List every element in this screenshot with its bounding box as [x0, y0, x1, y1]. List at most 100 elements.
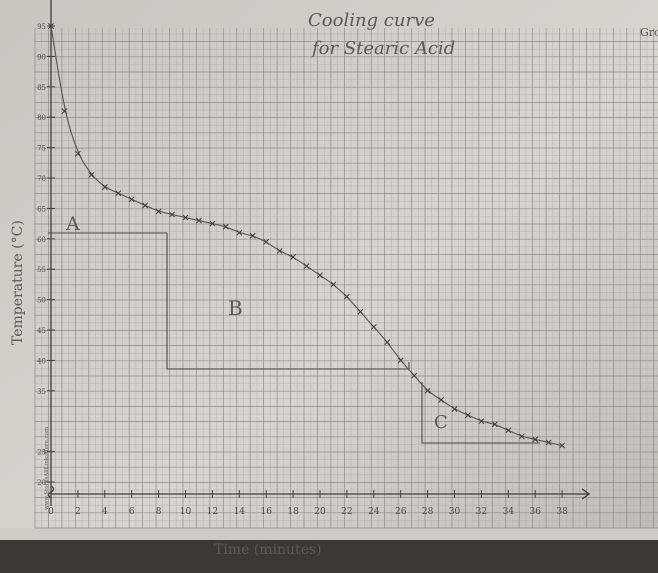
x-axis-arrow: [581, 488, 591, 500]
marker-stroke: [182, 214, 189, 221]
y-tick-label: 20: [37, 479, 46, 487]
marker-stroke: [101, 184, 108, 191]
data-point-x-marker: [411, 372, 418, 379]
data-point-x-marker: [142, 202, 149, 209]
marker-stroke: [357, 308, 364, 315]
data-point-x-marker: [464, 412, 471, 419]
marker-stroke: [545, 439, 552, 446]
data-point-x-marker: [169, 211, 176, 218]
data-point-x-marker: [491, 421, 498, 428]
marker-stroke: [209, 220, 216, 227]
marker-stroke: [330, 281, 337, 288]
x-tick-label: 18: [287, 507, 299, 517]
data-point-x-marker: [438, 396, 445, 403]
label-b: B: [228, 296, 243, 320]
y-tick-label: 65: [37, 205, 46, 213]
data-point-x-marker: [236, 229, 243, 236]
header-text: Cooling curve for Stearic Acid Gro: [308, 10, 658, 59]
data-point-x-marker: [317, 272, 323, 279]
marker-stroke: [518, 433, 525, 440]
paper-bottom-strip: [0, 528, 658, 540]
x-tick-label: 32: [476, 507, 487, 517]
x-tick-label: 8: [156, 507, 162, 517]
marker-stroke: [491, 421, 498, 428]
x-tick-label: 22: [341, 507, 352, 517]
marker-stroke: [411, 372, 418, 379]
y-tick-labels: 20 25 35 40 45 50 55 60 65 70 75 80 85 90 95 100: [33, 0, 55, 487]
cooling-curve: [50, 25, 563, 447]
x-tick-label: 14: [234, 507, 246, 517]
y-tick-label: 55: [37, 266, 46, 274]
y-tick-label: 45: [37, 327, 46, 335]
label-a: A: [65, 213, 80, 235]
data-point-x-marker: [397, 357, 404, 364]
data-point-x-marker: [303, 263, 310, 270]
corner-text: Gro: [640, 26, 658, 39]
x-tick-label: 2: [75, 507, 81, 517]
marker-stroke: [222, 223, 229, 230]
x-tick-label: 30: [449, 507, 461, 517]
x-tick-label: 4: [102, 507, 108, 517]
data-point-x-marker: [155, 208, 162, 215]
phase-markers: [48, 232, 540, 444]
paper-bottom-edge: [0, 538, 658, 573]
side-watermark: www.StorksAllLinksHere.com: [44, 426, 50, 510]
marker-stroke: [290, 254, 297, 260]
data-point-x-marker: [74, 150, 81, 157]
y-tick-label: 85: [37, 84, 46, 92]
data-point-x-marker: [559, 442, 566, 449]
data-point-x-marker: [222, 223, 229, 230]
marker-stroke: [195, 217, 202, 224]
marker-stroke: [249, 232, 256, 239]
x-tick-label: 34: [503, 507, 515, 517]
data-point-x-marker: [249, 232, 256, 239]
marker-stroke: [128, 196, 135, 203]
data-point-x-marker: [115, 190, 122, 197]
y-axis-title: Temperature (°C): [10, 220, 26, 345]
x-tick-label: 20: [314, 507, 326, 517]
data-point-x-marker: [182, 214, 189, 221]
x-tick-label: 10: [180, 507, 192, 517]
data-point-x-marker: [424, 387, 431, 394]
x-tick-label: 6: [129, 507, 135, 517]
x-tick-label: 24: [368, 507, 380, 517]
title-line1: Cooling curve: [308, 10, 435, 31]
marker-stroke: [48, 23, 54, 29]
marker-stroke: [169, 211, 176, 218]
marker-stroke: [155, 208, 162, 215]
marker-stroke: [61, 108, 68, 115]
label-c: C: [434, 412, 448, 433]
marker-stroke: [532, 436, 539, 443]
title-line2: for Stearic Acid: [310, 38, 455, 59]
marker-stroke: [236, 229, 243, 236]
data-point-x-marker: [61, 108, 68, 115]
marker-stroke: [88, 172, 95, 178]
marker-stroke: [505, 427, 512, 434]
y-tick-label: 70: [37, 175, 46, 183]
marker-stroke: [384, 339, 391, 346]
y-tick-label: 35: [37, 388, 46, 396]
data-point-x-marker: [101, 184, 108, 191]
data-point-x-marker: [357, 308, 364, 315]
marker-stroke: [424, 387, 431, 394]
x-tick-label: 12: [207, 507, 218, 517]
x-tick-label: 26: [395, 507, 407, 517]
marker-stroke: [317, 272, 323, 279]
data-point-x-marker: [518, 433, 525, 440]
marker-stroke: [478, 418, 485, 425]
marker-stroke: [464, 412, 471, 419]
data-point-x-marker: [263, 238, 270, 245]
minor-grid: [35, 28, 658, 528]
y-tick-label: 75: [37, 145, 46, 153]
marker-stroke: [397, 357, 404, 364]
data-points: [48, 23, 566, 449]
data-point-x-marker: [330, 281, 337, 288]
major-grid: [34, 28, 658, 529]
x-tick-label: 0: [48, 507, 54, 517]
data-point-x-marker: [384, 339, 391, 346]
data-point-x-marker: [128, 196, 135, 203]
marker-stroke: [559, 442, 566, 449]
data-point-x-marker: [48, 23, 54, 29]
